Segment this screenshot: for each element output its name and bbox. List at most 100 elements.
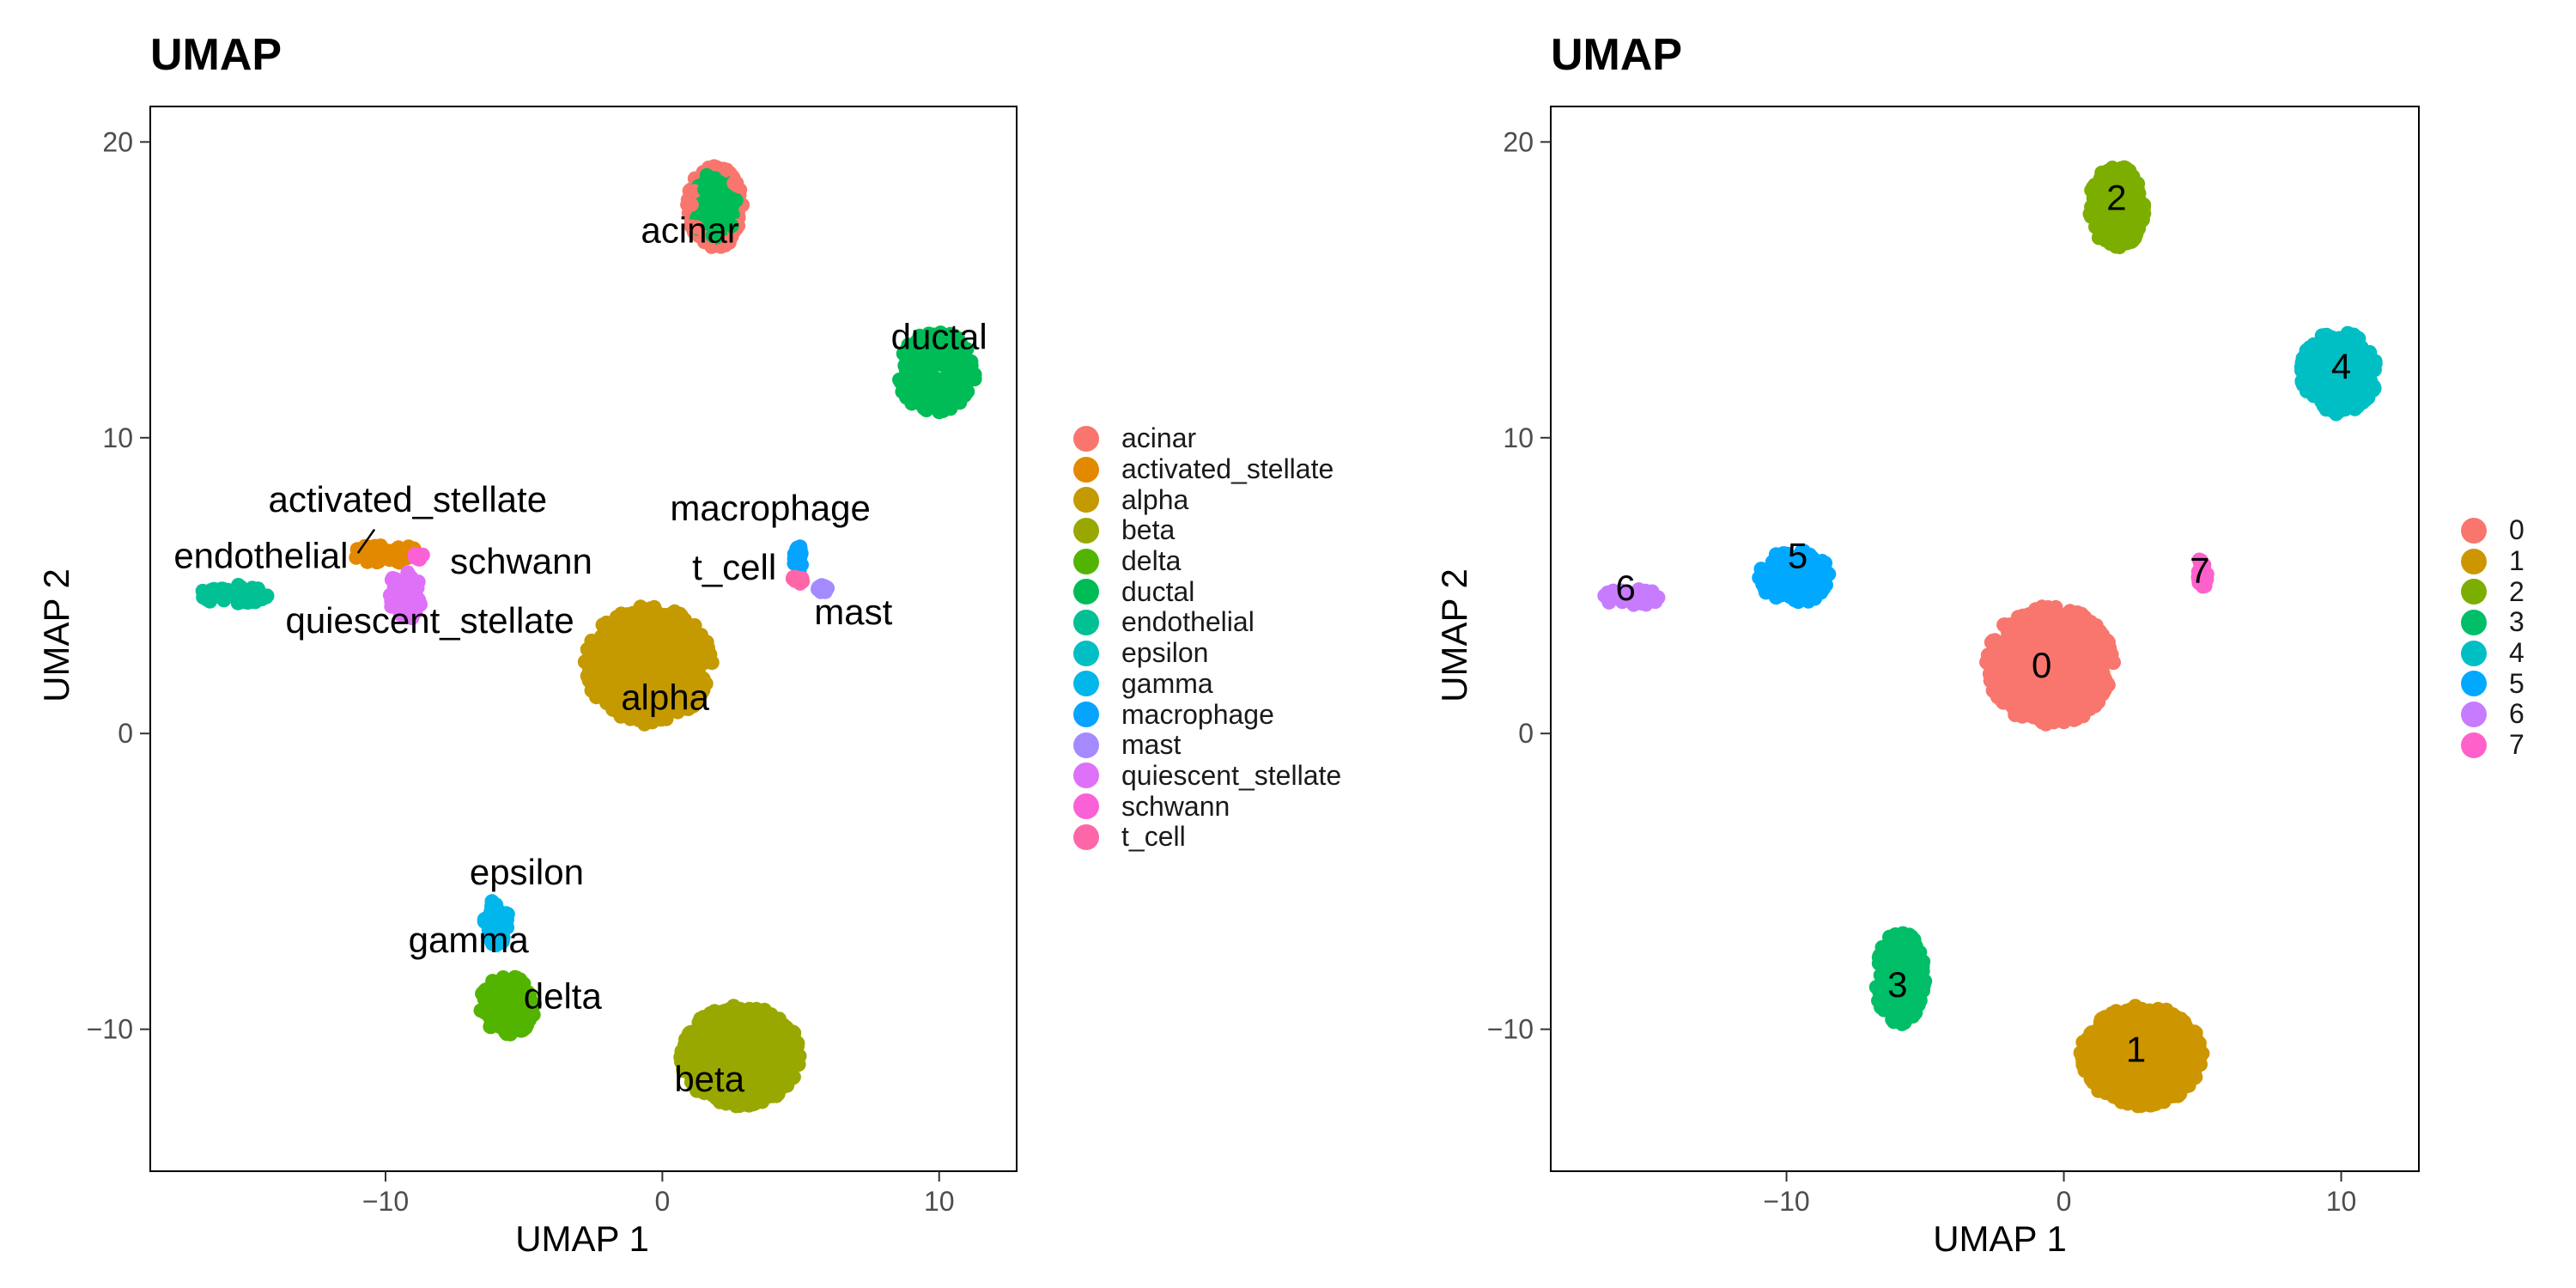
umap-celltype-panel: UMAP −10 0 10 −10 0 10 20 acinar ductal activated… xyxy=(36,33,1341,1257)
point xyxy=(2059,702,2075,718)
point xyxy=(725,1047,740,1062)
point xyxy=(1985,633,2001,648)
point xyxy=(408,586,423,602)
legend-swatch xyxy=(1073,793,1099,820)
y-tick-label: 0 xyxy=(118,718,133,749)
point xyxy=(2299,345,2314,361)
point xyxy=(2118,161,2134,176)
y-tick-label: 10 xyxy=(102,422,133,453)
point xyxy=(2165,1064,2180,1079)
cluster-endothelial xyxy=(195,578,275,611)
legend-label: alpha xyxy=(1121,483,1189,515)
point xyxy=(1801,565,1816,580)
cluster-label: delta xyxy=(524,976,603,1017)
cluster-macrophage xyxy=(787,539,809,579)
cluster-alpha xyxy=(577,599,720,732)
point xyxy=(2174,1079,2190,1095)
point xyxy=(1881,993,1897,1008)
point xyxy=(789,542,805,556)
cluster-label: acinar xyxy=(641,210,738,250)
cluster-label: alpha xyxy=(621,677,709,718)
point xyxy=(659,615,675,629)
point xyxy=(752,1013,768,1029)
legend: acinar activated_stellate alpha beta delta du… xyxy=(1073,422,1341,853)
y-axis-label: UMAP 2 xyxy=(36,568,76,702)
point xyxy=(629,694,643,709)
legend-swatch xyxy=(1073,702,1099,728)
legend-item: alpha xyxy=(1073,484,1341,515)
point xyxy=(695,683,710,698)
point xyxy=(1883,958,1899,974)
point xyxy=(2119,1030,2135,1045)
point xyxy=(1638,597,1654,612)
point xyxy=(2087,1060,2103,1075)
point xyxy=(683,197,699,212)
point xyxy=(1812,560,1827,575)
cluster-label: epsilon xyxy=(470,852,584,892)
cluster-1 xyxy=(2073,999,2210,1114)
legend-swatch xyxy=(1073,671,1099,697)
legend-swatch xyxy=(2461,640,2487,666)
point xyxy=(732,1091,748,1105)
legend-label: ductal xyxy=(1121,575,1195,607)
point xyxy=(712,1040,727,1055)
legend-swatch xyxy=(1073,823,1099,850)
cluster-label: macrophage xyxy=(670,488,870,528)
point xyxy=(1989,659,2003,675)
legend-item: t_cell xyxy=(1073,821,1341,853)
point xyxy=(733,1069,749,1084)
point xyxy=(689,627,704,642)
point xyxy=(703,1017,719,1032)
point xyxy=(729,175,744,191)
point xyxy=(717,196,732,211)
cluster-label: 1 xyxy=(2126,1030,2146,1070)
y-tick-label: 10 xyxy=(1503,422,1534,453)
point xyxy=(1879,971,1894,987)
point xyxy=(2319,398,2335,414)
umap-cluster-panel: UMAP −10 0 10 −10 0 10 20 0 1 2 3 4 5 6 7 UMAP 2 UMAP … xyxy=(1288,0,2576,1288)
legend-swatch xyxy=(2461,701,2487,727)
point xyxy=(933,403,949,418)
point xyxy=(248,589,264,605)
x-tick-label: 10 xyxy=(924,1186,955,1217)
point xyxy=(1906,984,1922,999)
points-layer xyxy=(195,159,982,1114)
legend-item: 5 xyxy=(2461,668,2524,699)
legend-item: 6 xyxy=(2461,698,2524,730)
point xyxy=(1767,551,1783,567)
point xyxy=(752,1050,768,1066)
legend-label: 4 xyxy=(2509,637,2524,669)
point xyxy=(2190,564,2206,580)
point xyxy=(742,1001,757,1017)
legend-swatch xyxy=(1073,487,1099,513)
point xyxy=(705,228,720,243)
point xyxy=(790,552,805,568)
point xyxy=(2366,362,2382,378)
y-tick-label: −10 xyxy=(1487,1014,1534,1045)
point xyxy=(2008,616,2024,630)
y-tick-label: 20 xyxy=(102,126,133,157)
point xyxy=(2125,209,2141,224)
point xyxy=(483,1019,499,1035)
point xyxy=(412,549,428,564)
point xyxy=(1989,680,2003,696)
point xyxy=(1752,570,1767,586)
point xyxy=(679,638,695,653)
legend-label: macrophage xyxy=(1121,698,1274,730)
point xyxy=(2342,337,2358,352)
legend-item: schwann xyxy=(1073,791,1341,822)
point xyxy=(2093,641,2109,657)
scatter-plot-cluster: −10 0 10 −10 0 10 20 0 1 2 3 4 5 6 7 xyxy=(1487,106,2420,1217)
point xyxy=(2076,675,2091,690)
y-tick-label: −10 xyxy=(87,1014,133,1045)
point xyxy=(696,1055,712,1071)
legend-label: 7 xyxy=(2509,729,2524,761)
legend-item: epsilon xyxy=(1073,637,1341,669)
point xyxy=(2300,382,2314,398)
point xyxy=(923,345,939,361)
point xyxy=(601,621,616,636)
point xyxy=(2016,695,2032,710)
cluster-label: activated_stellate xyxy=(269,479,548,519)
legend-label: t_cell xyxy=(1121,821,1186,853)
legend-label: gamma xyxy=(1121,667,1213,699)
